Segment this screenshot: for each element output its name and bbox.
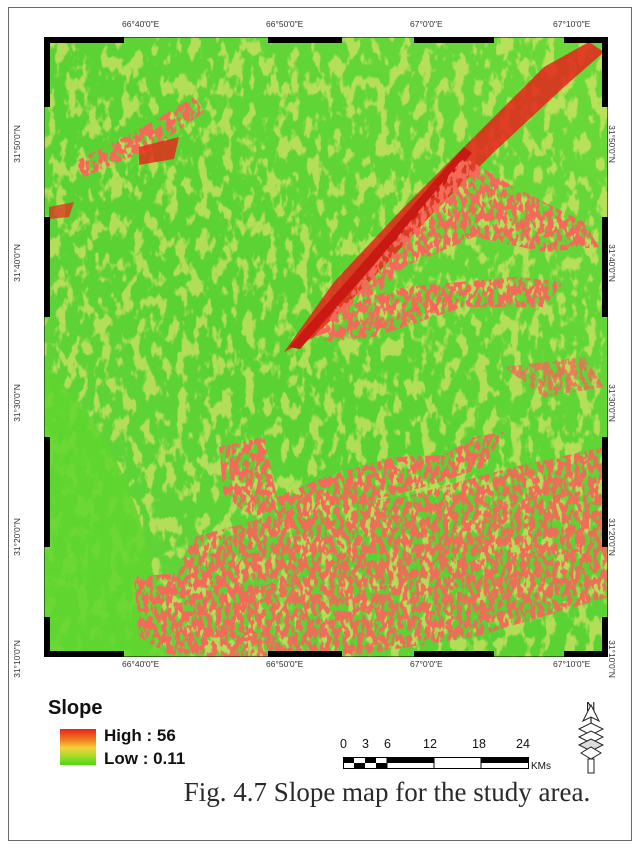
legend-high-label: High : 56 — [104, 726, 176, 745]
y-tick-label-left: 31°10'0"N — [11, 640, 22, 678]
y-tick-label-left: 31°50'0"N — [11, 125, 22, 163]
x-tick-label-top: 66°50'0"E — [266, 19, 304, 29]
slope-raster — [44, 37, 608, 657]
high-slope-zones — [49, 42, 608, 657]
scale-tick-label: 0 — [340, 737, 347, 751]
scale-tick-label: 6 — [384, 737, 391, 751]
scale-tick-label: 18 — [472, 737, 486, 751]
y-tick-label-left: 31°20'0"N — [11, 518, 22, 556]
scale-tick-label: 12 — [423, 737, 437, 751]
slope-map — [44, 37, 608, 657]
map-border — [44, 37, 608, 657]
y-tick-label-right: 31°30'0"N — [606, 384, 617, 422]
scale-tick-label: 24 — [516, 737, 530, 751]
x-tick-label-top: 67°10'0"E — [553, 19, 591, 29]
y-tick-label-left: 31°40'0"N — [11, 244, 22, 282]
x-tick-label-bottom: 66°50'0"E — [266, 659, 304, 669]
figure-caption: Fig. 4.7 Slope map for the study area. — [183, 777, 591, 807]
scale-bar — [343, 757, 529, 769]
scale-unit: KMs — [531, 761, 551, 772]
y-tick-label-right: 31°20'0"N — [606, 518, 617, 556]
x-tick-label-bottom: 67°10'0"E — [553, 659, 591, 669]
north-arrow-icon — [577, 703, 605, 774]
x-tick-label-bottom: 67°0'0"E — [410, 659, 443, 669]
flat-plain — [44, 367, 164, 657]
legend-low-label: Low : 0.11 — [104, 749, 186, 768]
scale-tick-label: 3 — [362, 737, 369, 751]
x-tick-label-top: 66°40'0"E — [122, 19, 160, 29]
y-tick-label-left: 31°30'0"N — [11, 384, 22, 422]
y-tick-label-right: 31°50'0"N — [606, 125, 617, 163]
x-tick-label-bottom: 66°40'0"E — [122, 659, 160, 669]
x-tick-label-top: 67°0'0"E — [410, 19, 443, 29]
legend-color-ramp — [60, 729, 96, 765]
y-tick-label-right: 31°40'0"N — [606, 244, 617, 282]
y-tick-label-right: 31°10'0"N — [606, 640, 617, 678]
legend-title: Slope — [48, 697, 103, 719]
